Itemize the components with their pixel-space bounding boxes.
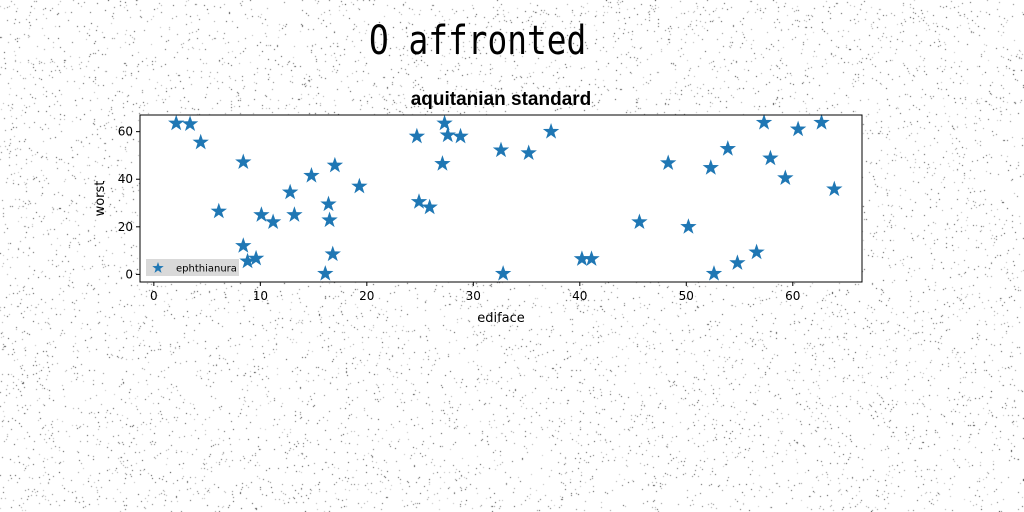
data-point [719, 140, 736, 156]
y-axis: 0 20 40 60 [118, 125, 140, 281]
data-point [826, 180, 843, 197]
data-point [321, 211, 338, 228]
data-point [631, 213, 648, 230]
data-point [439, 126, 456, 143]
page-heading: O affronted [368, 18, 587, 64]
legend-label: ephthianura [176, 264, 237, 275]
data-point [660, 154, 677, 171]
data-point [351, 177, 368, 194]
x-tick-label: 60 [785, 289, 800, 303]
data-point [436, 114, 453, 131]
x-tick-label: 10 [253, 289, 268, 303]
data-point [573, 250, 591, 266]
data-point [729, 254, 746, 270]
data-point [303, 167, 320, 183]
y-tick-label: 60 [118, 125, 133, 139]
data-point [235, 153, 252, 170]
data-point [789, 120, 807, 137]
data-point [421, 198, 438, 215]
y-tick-label: 40 [118, 172, 133, 186]
data-point [755, 114, 773, 130]
x-tick-label: 0 [150, 289, 158, 303]
x-tick-label: 20 [359, 289, 374, 303]
x-tick-label: 40 [572, 289, 587, 303]
y-tick-label: 20 [118, 220, 133, 234]
data-point [281, 183, 299, 200]
x-axis: 0 10 20 30 40 50 60 [150, 282, 800, 303]
data-point [247, 249, 265, 266]
data-point [777, 169, 794, 185]
data-point [253, 206, 270, 222]
data-point [762, 149, 779, 166]
x-axis-label: ediface [477, 311, 525, 326]
data-point [434, 155, 451, 171]
data-point [520, 144, 537, 161]
data-point [192, 133, 209, 150]
data-point [324, 245, 341, 262]
data-point [410, 193, 428, 209]
data-point [408, 127, 426, 144]
data-point [542, 123, 560, 139]
data-point [168, 114, 185, 131]
y-axis-label: worst [93, 181, 108, 217]
data-point [239, 252, 256, 269]
data-point [320, 195, 337, 212]
legend-box [146, 259, 239, 276]
chart-title: aquitanian standard [411, 89, 592, 110]
data-points [168, 114, 843, 281]
data-point [210, 202, 227, 219]
x-tick-label: 30 [466, 289, 481, 303]
y-tick-label: 0 [125, 267, 133, 281]
data-point [326, 156, 344, 173]
data-point [702, 159, 719, 175]
data-point [583, 250, 600, 266]
data-point [680, 218, 697, 234]
x-tick-label: 50 [679, 289, 694, 303]
data-point [286, 206, 303, 222]
data-point [705, 265, 723, 281]
data-point [813, 114, 830, 130]
legend-star-icon [152, 262, 164, 273]
data-point [748, 243, 765, 260]
legend: ephthianura [146, 259, 239, 276]
data-point [494, 265, 512, 281]
data-point [264, 213, 282, 230]
data-point [235, 237, 252, 253]
plot-frame [139, 114, 863, 283]
data-point [452, 127, 469, 144]
data-point [492, 141, 510, 158]
data-point [317, 265, 334, 281]
data-point [181, 115, 199, 131]
